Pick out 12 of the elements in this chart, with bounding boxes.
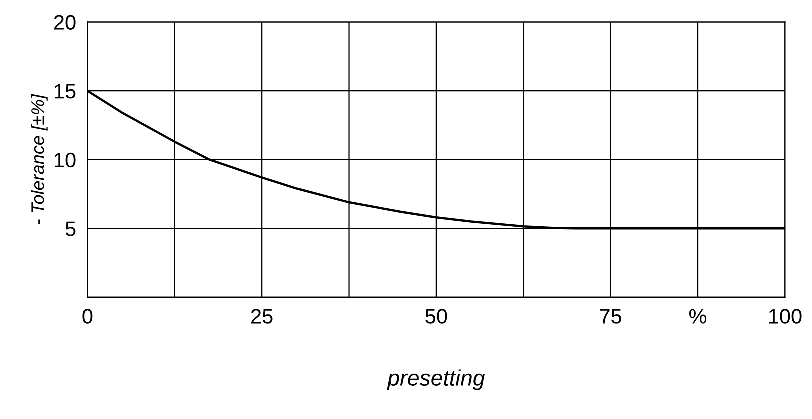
y-tick-label: 5: [66, 222, 76, 236]
x-tick-label: 25: [252, 309, 273, 324]
y-tick-label: 20: [54, 15, 76, 30]
y-tick-label: 15: [55, 84, 76, 99]
y-axis-title: - Tolerance [±%]: [31, 94, 48, 224]
x-tick-label: %: [689, 309, 707, 324]
x-tick-label: 100: [769, 309, 802, 324]
x-axis-title: presetting: [387, 370, 486, 390]
x-tick-label: 75: [600, 309, 622, 324]
x-tick-label: 0: [82, 309, 93, 324]
y-tick-label: 10: [55, 152, 76, 168]
x-tick-label: 50: [426, 309, 448, 324]
